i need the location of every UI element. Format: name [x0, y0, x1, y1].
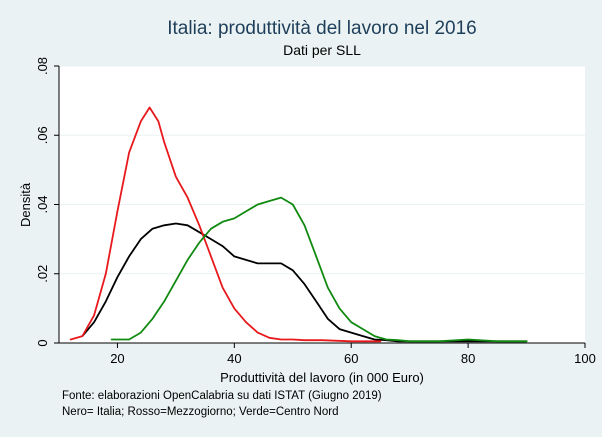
x-tick-label-4: 100: [574, 351, 596, 366]
y-tick-label-2: .04: [35, 195, 50, 213]
y-tick-label-0: 0: [35, 339, 50, 346]
y-tick-label-3: .06: [35, 126, 50, 144]
source-note: Fonte: elaborazioni OpenCalabria su dati…: [62, 390, 382, 402]
series-line-2: [110, 196, 528, 343]
legend-note: Nero= Italia; Rosso=Mezzogiorno; Verde=C…: [62, 406, 338, 418]
series-line-1: [69, 106, 382, 343]
series-line-0: [81, 222, 528, 343]
axes: 0 .02 .04 .06 .08 20 40 60 80 100: [35, 57, 596, 366]
x-tick-label-1: 40: [227, 351, 241, 366]
x-tick-label-0: 20: [110, 351, 124, 366]
y-tick-label-4: .08: [35, 57, 50, 75]
series-layer: [69, 106, 528, 343]
y-axis-label: Densità: [18, 182, 33, 227]
chart-title: Italia: produttività del lavoro nel 2016: [167, 18, 476, 39]
x-tick-label-3: 80: [461, 351, 475, 366]
x-axis-label: Produttività del lavoro (in 000 Euro): [220, 370, 424, 385]
y-tick-label-1: .02: [35, 265, 50, 283]
chart-subtitle: Dati per SLL: [283, 42, 361, 58]
x-tick-label-2: 60: [344, 351, 358, 366]
